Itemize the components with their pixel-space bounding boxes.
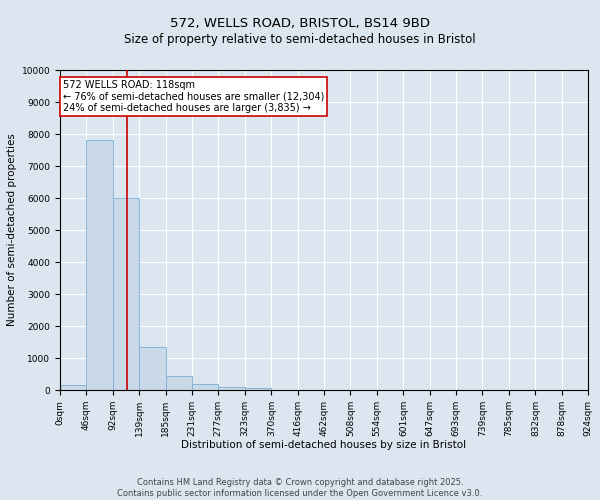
Text: Contains HM Land Registry data © Crown copyright and database right 2025.
Contai: Contains HM Land Registry data © Crown c… <box>118 478 482 498</box>
Text: Size of property relative to semi-detached houses in Bristol: Size of property relative to semi-detach… <box>124 32 476 46</box>
Bar <box>60 385 86 390</box>
Bar <box>139 347 166 390</box>
Bar <box>86 140 113 390</box>
Y-axis label: Number of semi-detached properties: Number of semi-detached properties <box>7 134 17 326</box>
Bar <box>192 384 218 390</box>
Bar <box>218 387 245 390</box>
X-axis label: Distribution of semi-detached houses by size in Bristol: Distribution of semi-detached houses by … <box>181 440 467 450</box>
Bar <box>166 376 192 390</box>
Bar <box>113 198 139 390</box>
Text: 572, WELLS ROAD, BRISTOL, BS14 9BD: 572, WELLS ROAD, BRISTOL, BS14 9BD <box>170 18 430 30</box>
Bar <box>245 388 271 390</box>
Text: 572 WELLS ROAD: 118sqm
← 76% of semi-detached houses are smaller (12,304)
24% of: 572 WELLS ROAD: 118sqm ← 76% of semi-det… <box>63 80 324 113</box>
